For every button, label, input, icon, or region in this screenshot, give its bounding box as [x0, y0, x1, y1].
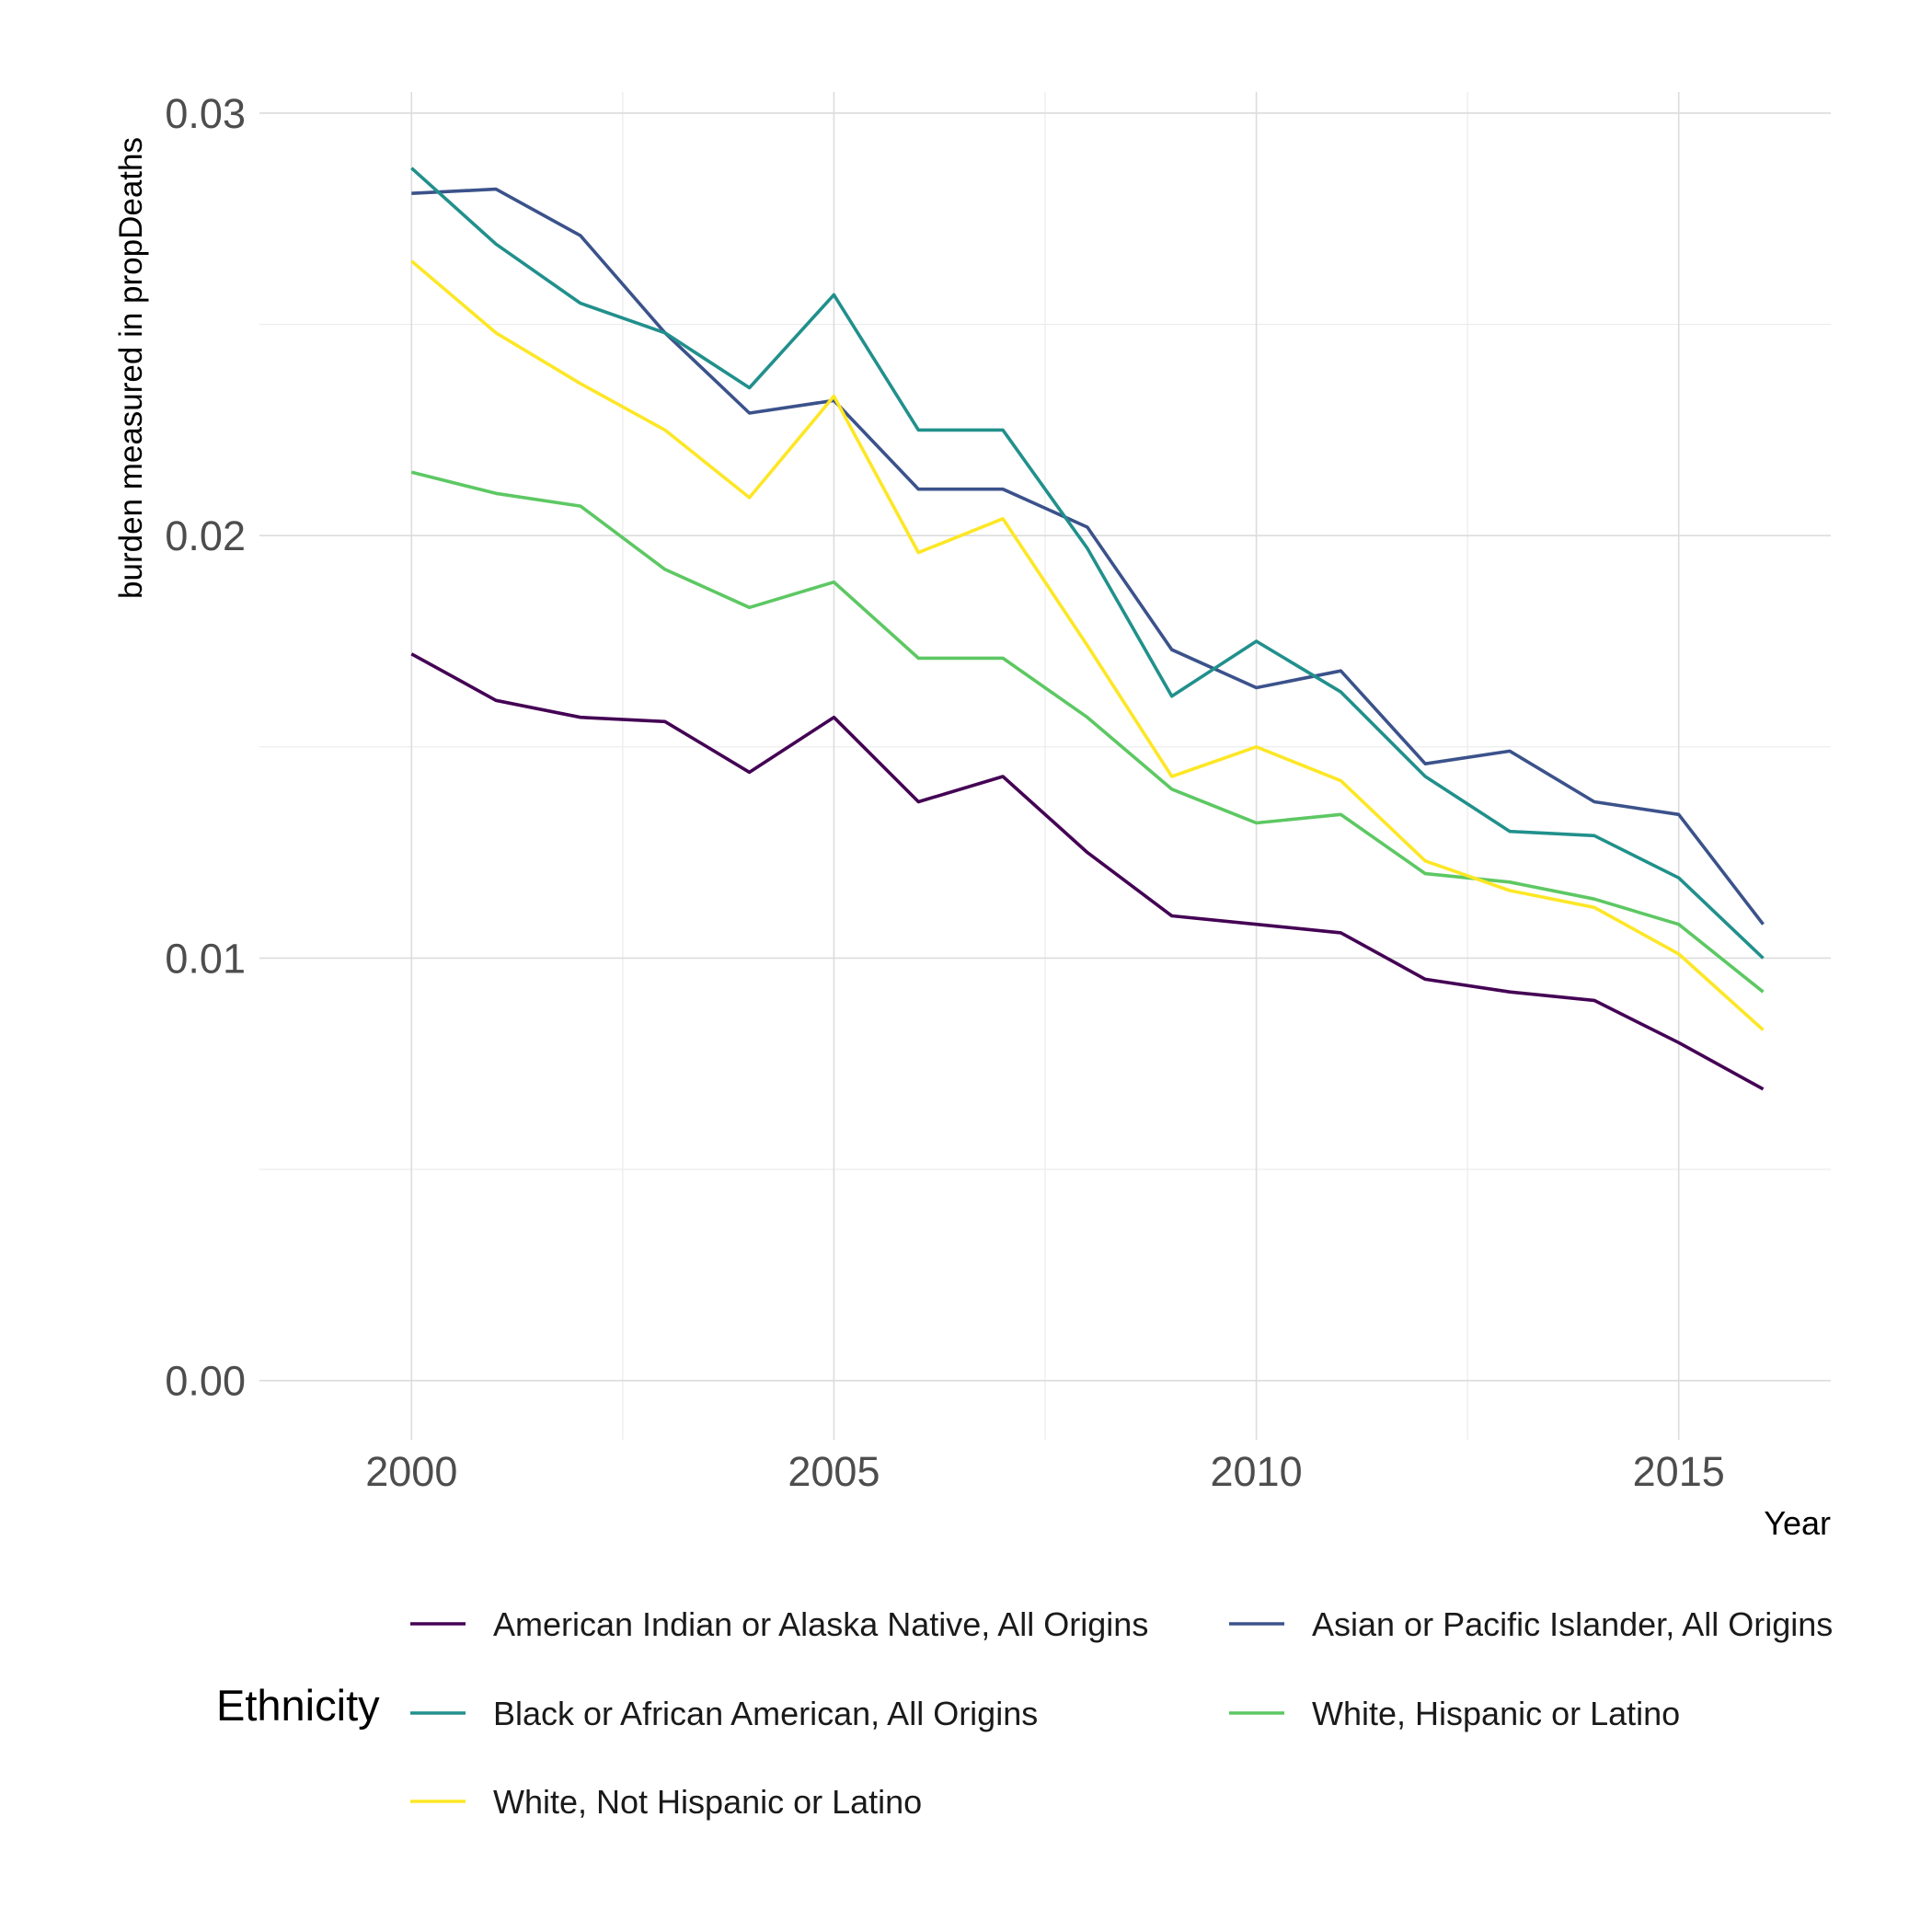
legend-item-black-or-african-american-all-origins: Black or African American, All Origins: [410, 1695, 1038, 1732]
series-line-white-not-hispanic-or-latino: [410, 259, 1765, 1031]
legend-label: White, Not Hispanic or Latino: [493, 1783, 922, 1821]
x-axis-title: Year: [1764, 1504, 1831, 1542]
series-lines: [410, 167, 1765, 1091]
grid: [259, 92, 1831, 1440]
series-line-black-or-african-american-all-origins: [410, 167, 1765, 960]
legend-item-white-not-hispanic-or-latino: White, Not Hispanic or Latino: [410, 1783, 922, 1821]
legend-item-asian-or-pacific-islander-all-origins: Asian or Pacific Islander, All Origins: [1229, 1605, 1833, 1643]
series-line-white-hispanic-or-latino: [410, 470, 1765, 994]
y-tick-label: 0.03: [165, 90, 246, 137]
y-tick-label: 0.00: [165, 1358, 246, 1405]
legend-label: Asian or Pacific Islander, All Origins: [1312, 1605, 1833, 1643]
x-tick-label: 2010: [1211, 1448, 1303, 1495]
y-tick-label: 0.02: [165, 512, 246, 559]
legend-label: Black or African American, All Origins: [493, 1695, 1038, 1732]
series-line-asian-or-pacific-islander-all-origins: [411, 187, 1765, 926]
y-tick-label: 0.01: [165, 935, 246, 982]
x-tick-label: 2005: [788, 1448, 880, 1495]
series-line-american-indian-or-alaska-native-all-origins: [410, 652, 1765, 1091]
legend-label: White, Hispanic or Latino: [1312, 1695, 1680, 1732]
legend-item-american-indian-or-alaska-native-all-origins: American Indian or Alaska Native, All Or…: [410, 1605, 1148, 1643]
x-axis-ticks: 2000 2005 2010 2015: [365, 1448, 1725, 1495]
x-tick-label: 2015: [1633, 1448, 1725, 1495]
y-axis-ticks: 0.00 0.01 0.02 0.03: [165, 90, 246, 1405]
legend-label: American Indian or Alaska Native, All Or…: [493, 1605, 1148, 1643]
y-axis-title: burden measured in propDeaths: [113, 137, 149, 599]
x-tick-label: 2000: [365, 1448, 457, 1495]
legend-title: Ethnicity: [216, 1681, 380, 1730]
legend-item-white-hispanic-or-latino: White, Hispanic or Latino: [1229, 1695, 1680, 1732]
legend: Ethnicity American Indian or Alaska Nati…: [216, 1605, 1833, 1821]
